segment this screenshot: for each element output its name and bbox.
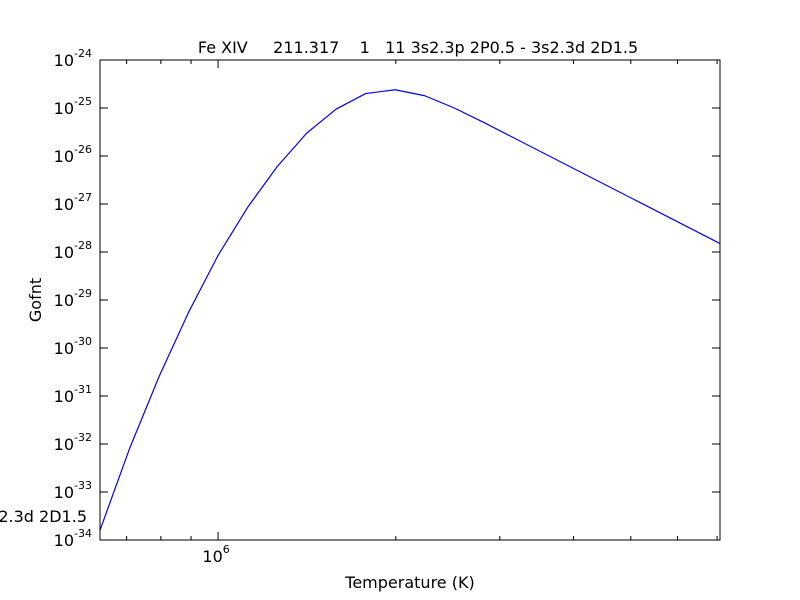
y-tick-label: 10-27 xyxy=(54,191,92,214)
y-tick-label: 10-33 xyxy=(54,479,92,502)
x-tick-label-base: 10 xyxy=(202,547,222,566)
y-tick-label-exponent: -29 xyxy=(74,287,92,300)
y-tick-label-exponent: -28 xyxy=(74,239,92,252)
ticks-layer xyxy=(100,59,720,541)
stray-label: 2.3d 2D1.5 xyxy=(0,507,87,526)
x-tick-label: 106 xyxy=(202,543,229,566)
chart-title: Fe XIV 211.317 1 11 3s2.3p 2P0.5 - 3s2.3… xyxy=(198,38,638,57)
y-tick-label-base: 10 xyxy=(54,195,74,214)
y-tick-label-base: 10 xyxy=(54,339,74,358)
y-tick-label: 10-28 xyxy=(54,239,92,262)
y-tick-label-exponent: -27 xyxy=(74,191,92,204)
y-tick-label-base: 10 xyxy=(54,51,74,70)
y-tick-label-base: 10 xyxy=(54,531,74,550)
y-tick-label-exponent: -26 xyxy=(74,143,92,156)
y-tick-label: 10-26 xyxy=(54,143,92,166)
y-tick-label: 10-30 xyxy=(54,335,92,358)
y-tick-label-exponent: -25 xyxy=(74,95,92,108)
plot-frame xyxy=(99,59,721,541)
y-tick-label-base: 10 xyxy=(54,387,74,406)
y-tick-label-exponent: -33 xyxy=(74,479,92,492)
y-tick-label: 10-24 xyxy=(54,47,92,70)
y-tick-label-base: 10 xyxy=(54,147,74,166)
y-tick-label-base: 10 xyxy=(54,483,74,502)
y-tick-label-base: 10 xyxy=(54,435,74,454)
y-tick-label-base: 10 xyxy=(54,243,74,262)
y-tick-label-exponent: -24 xyxy=(74,47,92,60)
y-tick-label-exponent: -30 xyxy=(74,335,92,348)
y-tick-label-base: 10 xyxy=(54,291,74,310)
y-tick-label-exponent: -32 xyxy=(74,431,92,444)
y-tick-label: 10-32 xyxy=(54,431,92,454)
y-axis-label: Gofnt xyxy=(26,278,45,322)
x-axis-label: Temperature (K) xyxy=(344,573,474,592)
x-tick-label-exponent: 6 xyxy=(223,543,230,556)
y-tick-label: 10-29 xyxy=(54,287,92,310)
series-layer xyxy=(99,89,721,531)
y-tick-label: 10-34 xyxy=(54,527,92,550)
y-tick-label-exponent: -31 xyxy=(74,383,92,396)
y-tick-label-base: 10 xyxy=(54,99,74,118)
tick-labels-layer: 10-3410-3310-3210-3110-3010-2910-2810-27… xyxy=(54,47,230,566)
y-tick-label-exponent: -34 xyxy=(74,527,92,540)
y-tick-label: 10-31 xyxy=(54,383,92,406)
gofnt-series-line xyxy=(99,89,721,531)
y-tick-label: 10-25 xyxy=(54,95,92,118)
